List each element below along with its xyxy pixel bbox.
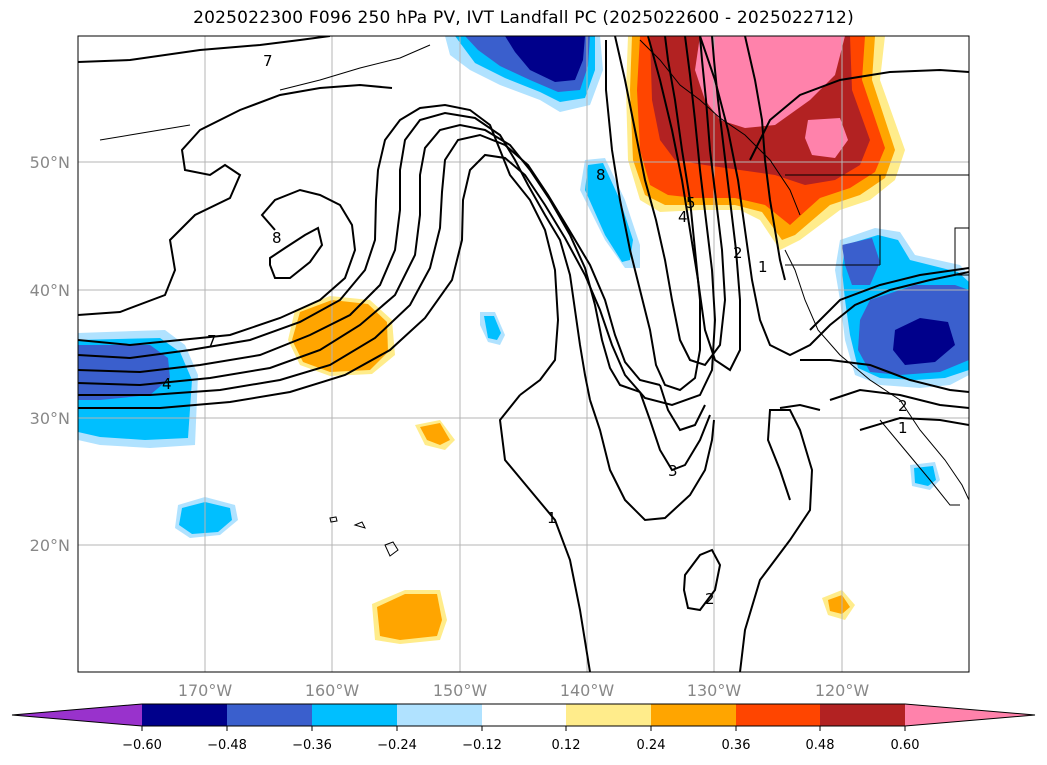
contour-label: 8: [272, 229, 282, 247]
chart-title: 2025022300 F096 250 hPa PV, IVT Landfall…: [193, 8, 854, 28]
lon-label: 170°W: [178, 681, 233, 700]
colorbar-segment: [566, 704, 651, 726]
contour-label: 1: [758, 258, 768, 276]
colorbar-segment: [397, 704, 482, 726]
lon-label: 160°W: [305, 681, 360, 700]
colorbar-tick: 0.36: [722, 738, 751, 753]
lon-label: 120°W: [815, 681, 870, 700]
lon-label: 150°W: [433, 681, 488, 700]
contour-label: 5: [686, 194, 696, 212]
colorbar-low-extension: [12, 704, 142, 726]
colorbar-high-extension: [905, 704, 1035, 726]
colorbar-segment: [651, 704, 736, 726]
contour-label: 7: [207, 332, 217, 350]
contour-label: 2: [733, 244, 743, 262]
colorbar-tick: 0.48: [806, 738, 835, 753]
colorbar-segment: [820, 704, 905, 726]
contour-label: 4: [678, 208, 688, 226]
colorbar-tick: 0.60: [891, 738, 920, 753]
contour-label: 3: [668, 462, 678, 480]
pv-contours: [78, 36, 969, 672]
contour-label: 1: [898, 419, 908, 437]
contour-label: 2: [898, 397, 908, 415]
map-area: 7 7 8 8 4 1 1 2 2 3 1 2 5 4: [78, 36, 969, 672]
colorbar-tick: −0.48: [207, 738, 247, 753]
contour-label: 1: [547, 509, 557, 527]
lat-label: 40°N: [30, 281, 70, 300]
colorbar-tick: −0.60: [122, 738, 162, 753]
colorbar-tick: 0.12: [552, 738, 581, 753]
contour-label: 7: [263, 52, 273, 70]
lat-label: 50°N: [30, 153, 70, 172]
colorbar-tick: 0.24: [637, 738, 666, 753]
lon-label: 130°W: [687, 681, 742, 700]
lon-label: 140°W: [560, 681, 615, 700]
colorbar-segment: [312, 704, 397, 726]
colorbar-tick: −0.36: [292, 738, 332, 753]
colorbar-segment: [482, 704, 566, 726]
pc-shading: [78, 36, 969, 644]
colorbar-segment: [227, 704, 312, 726]
colorbar-tick: −0.12: [462, 738, 502, 753]
lat-label: 30°N: [30, 409, 70, 428]
contour-labels: 7 7 8 8 4 1 1 2 2 3 1 2 5 4: [162, 52, 908, 608]
colorbar-tick: −0.24: [377, 738, 417, 753]
lat-label: 20°N: [30, 536, 70, 555]
colorbar: −0.60 −0.48 −0.36 −0.24 −0.12 0.12 0.24 …: [11, 703, 1036, 753]
colorbar-segment: [142, 704, 227, 726]
latitude-labels: 50°N 40°N 30°N 20°N: [30, 153, 70, 555]
colorbar-segment: [736, 704, 820, 726]
contour-label: 4: [162, 375, 172, 393]
contour-label: 2: [705, 590, 715, 608]
longitude-labels: 170°W 160°W 150°W 140°W 130°W 120°W: [178, 681, 870, 700]
map-frame: [77, 35, 970, 673]
contour-label: 8: [596, 166, 606, 184]
